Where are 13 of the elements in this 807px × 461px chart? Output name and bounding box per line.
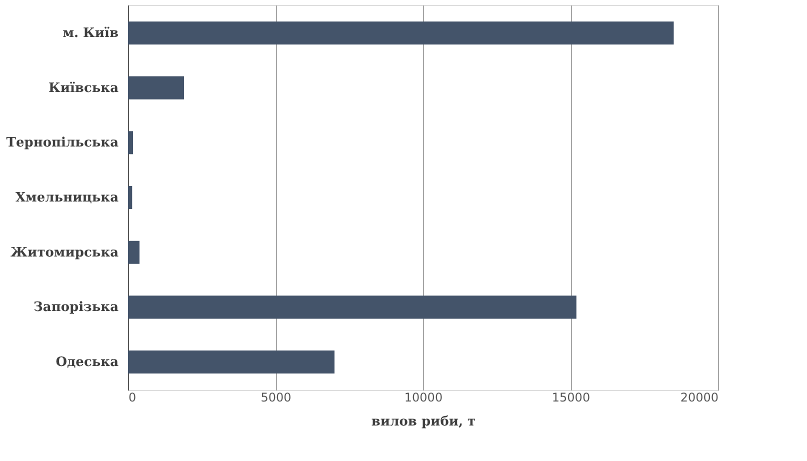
y-tick-label: м. Київ <box>62 26 118 41</box>
x-tick-label: 15000 <box>552 390 590 404</box>
y-tick-label: Київська <box>48 80 120 96</box>
y-tick-label: Одеська <box>56 355 120 370</box>
x-tick-label: 20000 <box>680 390 718 404</box>
x-axis-title: вилов риби, т <box>371 414 476 430</box>
y-tick-label: Хмельницька <box>15 190 120 206</box>
x-tick-label: 5000 <box>260 390 292 404</box>
y-tick-label: Житомирська <box>10 245 120 260</box>
y-tick-label: Запорізька <box>34 300 120 316</box>
x-tick-label: 10000 <box>404 390 443 404</box>
y-tick-label: Тернопільська <box>6 136 120 151</box>
x-tick-label: 0 <box>128 390 136 404</box>
